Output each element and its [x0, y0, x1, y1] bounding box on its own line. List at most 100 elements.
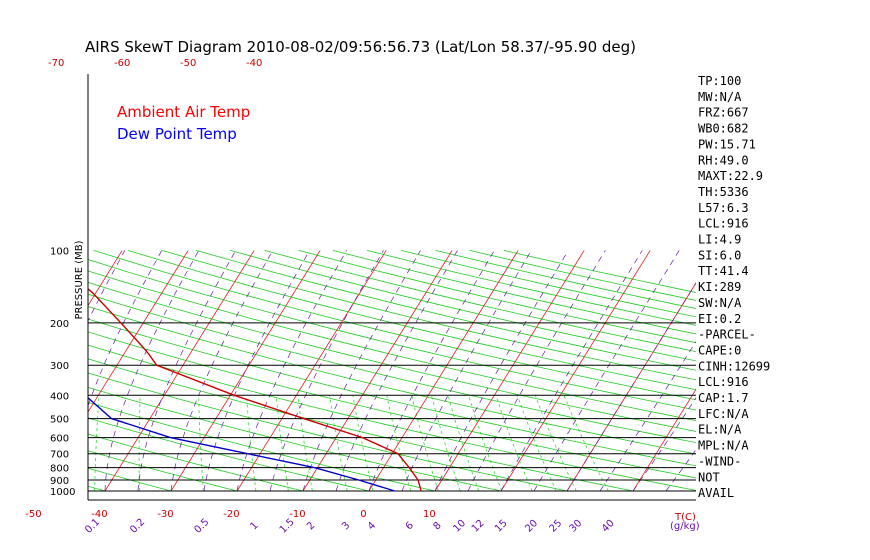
moist-line [566, 282, 696, 492]
mixing-ratio-tick-label: 0.2 [128, 517, 147, 536]
moist-line [765, 250, 870, 491]
bottom-temp-tick-label: -20 [223, 509, 239, 520]
bottom-temp-axis: -50 -40 -30 -20 -10 0 10 [25, 509, 436, 520]
isotherm-line [434, 250, 585, 492]
moist-line [236, 250, 347, 492]
pressure-tick-label: 800 [50, 464, 69, 475]
dry-adiabat-line [88, 358, 634, 492]
dry-adiabat-line [88, 386, 502, 492]
moist-lines [0, 250, 870, 492]
mixing-ratio-tick-label: 0.5 [192, 517, 211, 536]
dry-adiabat-line [88, 318, 696, 467]
isotherm-line [104, 250, 255, 492]
index-label: PW:15.71 [698, 137, 756, 151]
dry-adiabat-line [435, 250, 696, 309]
dry-adiabat-line [88, 450, 238, 492]
index-label: EL:N/A [698, 423, 742, 437]
dry-adiabat-line [298, 250, 696, 344]
dry-adiabat-line [88, 401, 436, 492]
plot-area [0, 250, 870, 492]
isotherm-line [0, 250, 56, 491]
top-temp-tick-label: -40 [246, 58, 262, 69]
index-label: LFC:N/A [698, 407, 749, 421]
mixing-ratio-tick-label: 30 [568, 518, 585, 535]
moist-line [269, 250, 384, 492]
dry-adiabat-line [401, 250, 696, 318]
bottom-temp-tick-label: -50 [25, 509, 41, 520]
index-label: NOT [698, 470, 720, 484]
top-temp-tick-label: -60 [114, 58, 130, 69]
index-label: LCL:916 [698, 217, 749, 231]
pressure-tick-label: 400 [50, 391, 69, 402]
pressure-tick-label: 300 [50, 361, 69, 372]
mixing-ratio-line [534, 395, 577, 492]
moist-line [104, 250, 200, 492]
mixing-ratio-tick-label: 6 [404, 520, 416, 532]
index-label: EI:0.2 [698, 312, 741, 326]
index-label: CAP:1.7 [698, 391, 749, 405]
moist-line [302, 250, 421, 492]
dry-adiabat-line [88, 344, 696, 491]
index-label: TH:5336 [698, 185, 749, 199]
index-label: SW:N/A [698, 296, 742, 310]
x-axis-label: T(C) [674, 512, 696, 523]
index-label: CAPE:0 [698, 343, 741, 357]
moist-line [467, 250, 606, 492]
index-label: TP:100 [698, 74, 741, 88]
isotherm-line [500, 250, 651, 492]
isotherm-line [170, 250, 321, 492]
dry-adiabat-line [88, 417, 370, 492]
dry-adiabat-line [88, 433, 304, 492]
moist-line [88, 250, 163, 408]
isotherm-line [765, 250, 870, 491]
moist-line [335, 250, 458, 492]
mixing-ratio-tick-label: 8 [431, 520, 443, 532]
dry-adiabat-line [88, 306, 696, 455]
legend-item-dew-point: Dew Point Temp [117, 125, 237, 143]
dry-adiabat-line [503, 250, 696, 293]
index-label: TT:41.4 [698, 264, 749, 278]
moist-line [0, 250, 51, 491]
top-temp-axis: -120-110-100-90-80-70-60-50-40 [48, 58, 262, 69]
pressure-tick-label: 100 [50, 246, 69, 257]
moist-line [203, 250, 310, 492]
index-label: MW:N/A [698, 90, 742, 104]
bottom-temp-tick-label: 10 [423, 509, 436, 520]
bottom-temp-tick-label: 0 [360, 509, 366, 520]
index-label: AVAIL [698, 486, 734, 500]
index-label: L57:6.3 [698, 201, 749, 215]
isotherm-line [236, 250, 387, 492]
top-temp-tick-label: -70 [48, 58, 64, 69]
index-label: SI:6.0 [698, 248, 741, 262]
index-label: LCL:916 [698, 375, 749, 389]
dry-adiabat-line [88, 372, 568, 492]
moist-line [500, 250, 643, 492]
mixing-axis-label: (g/kg) [670, 521, 700, 532]
dew-point-line [88, 396, 395, 492]
chart-title: AIRS SkewT Diagram 2010-08-02/09:56:56.7… [85, 38, 636, 56]
dry-adiabat-line [161, 250, 696, 381]
mixing-ratio-tick-label: 2 [305, 520, 317, 532]
dry-adiabat-line [88, 270, 696, 422]
mixing-ratio-tick-label: 1 [248, 520, 260, 532]
legend-item-air-temp: Ambient Air Temp [117, 103, 250, 121]
index-label: RH:49.0 [698, 153, 749, 167]
index-label: KI:289 [698, 280, 741, 294]
mixing-ratio-tick-label: 15 [493, 518, 510, 535]
index-label: -WIND- [698, 454, 741, 468]
mixing-ratio-tick-label: 40 [600, 518, 617, 535]
moist-line [170, 250, 274, 492]
mixing-ratio-tick-label: 10 [451, 518, 468, 535]
dry-adiabat-line [93, 250, 696, 401]
isobar-lines [88, 322, 696, 492]
index-label: LI:4.9 [698, 233, 741, 247]
mixing-ratio-tick-label: 12 [470, 518, 487, 535]
moist-line [0, 250, 14, 491]
isotherm-line [88, 250, 123, 307]
pressure-tick-label: 200 [50, 319, 69, 330]
dry-adiabat-line [88, 293, 696, 444]
isotherm-line [88, 250, 189, 413]
mixing-ratio-tick-label: 20 [523, 518, 540, 535]
